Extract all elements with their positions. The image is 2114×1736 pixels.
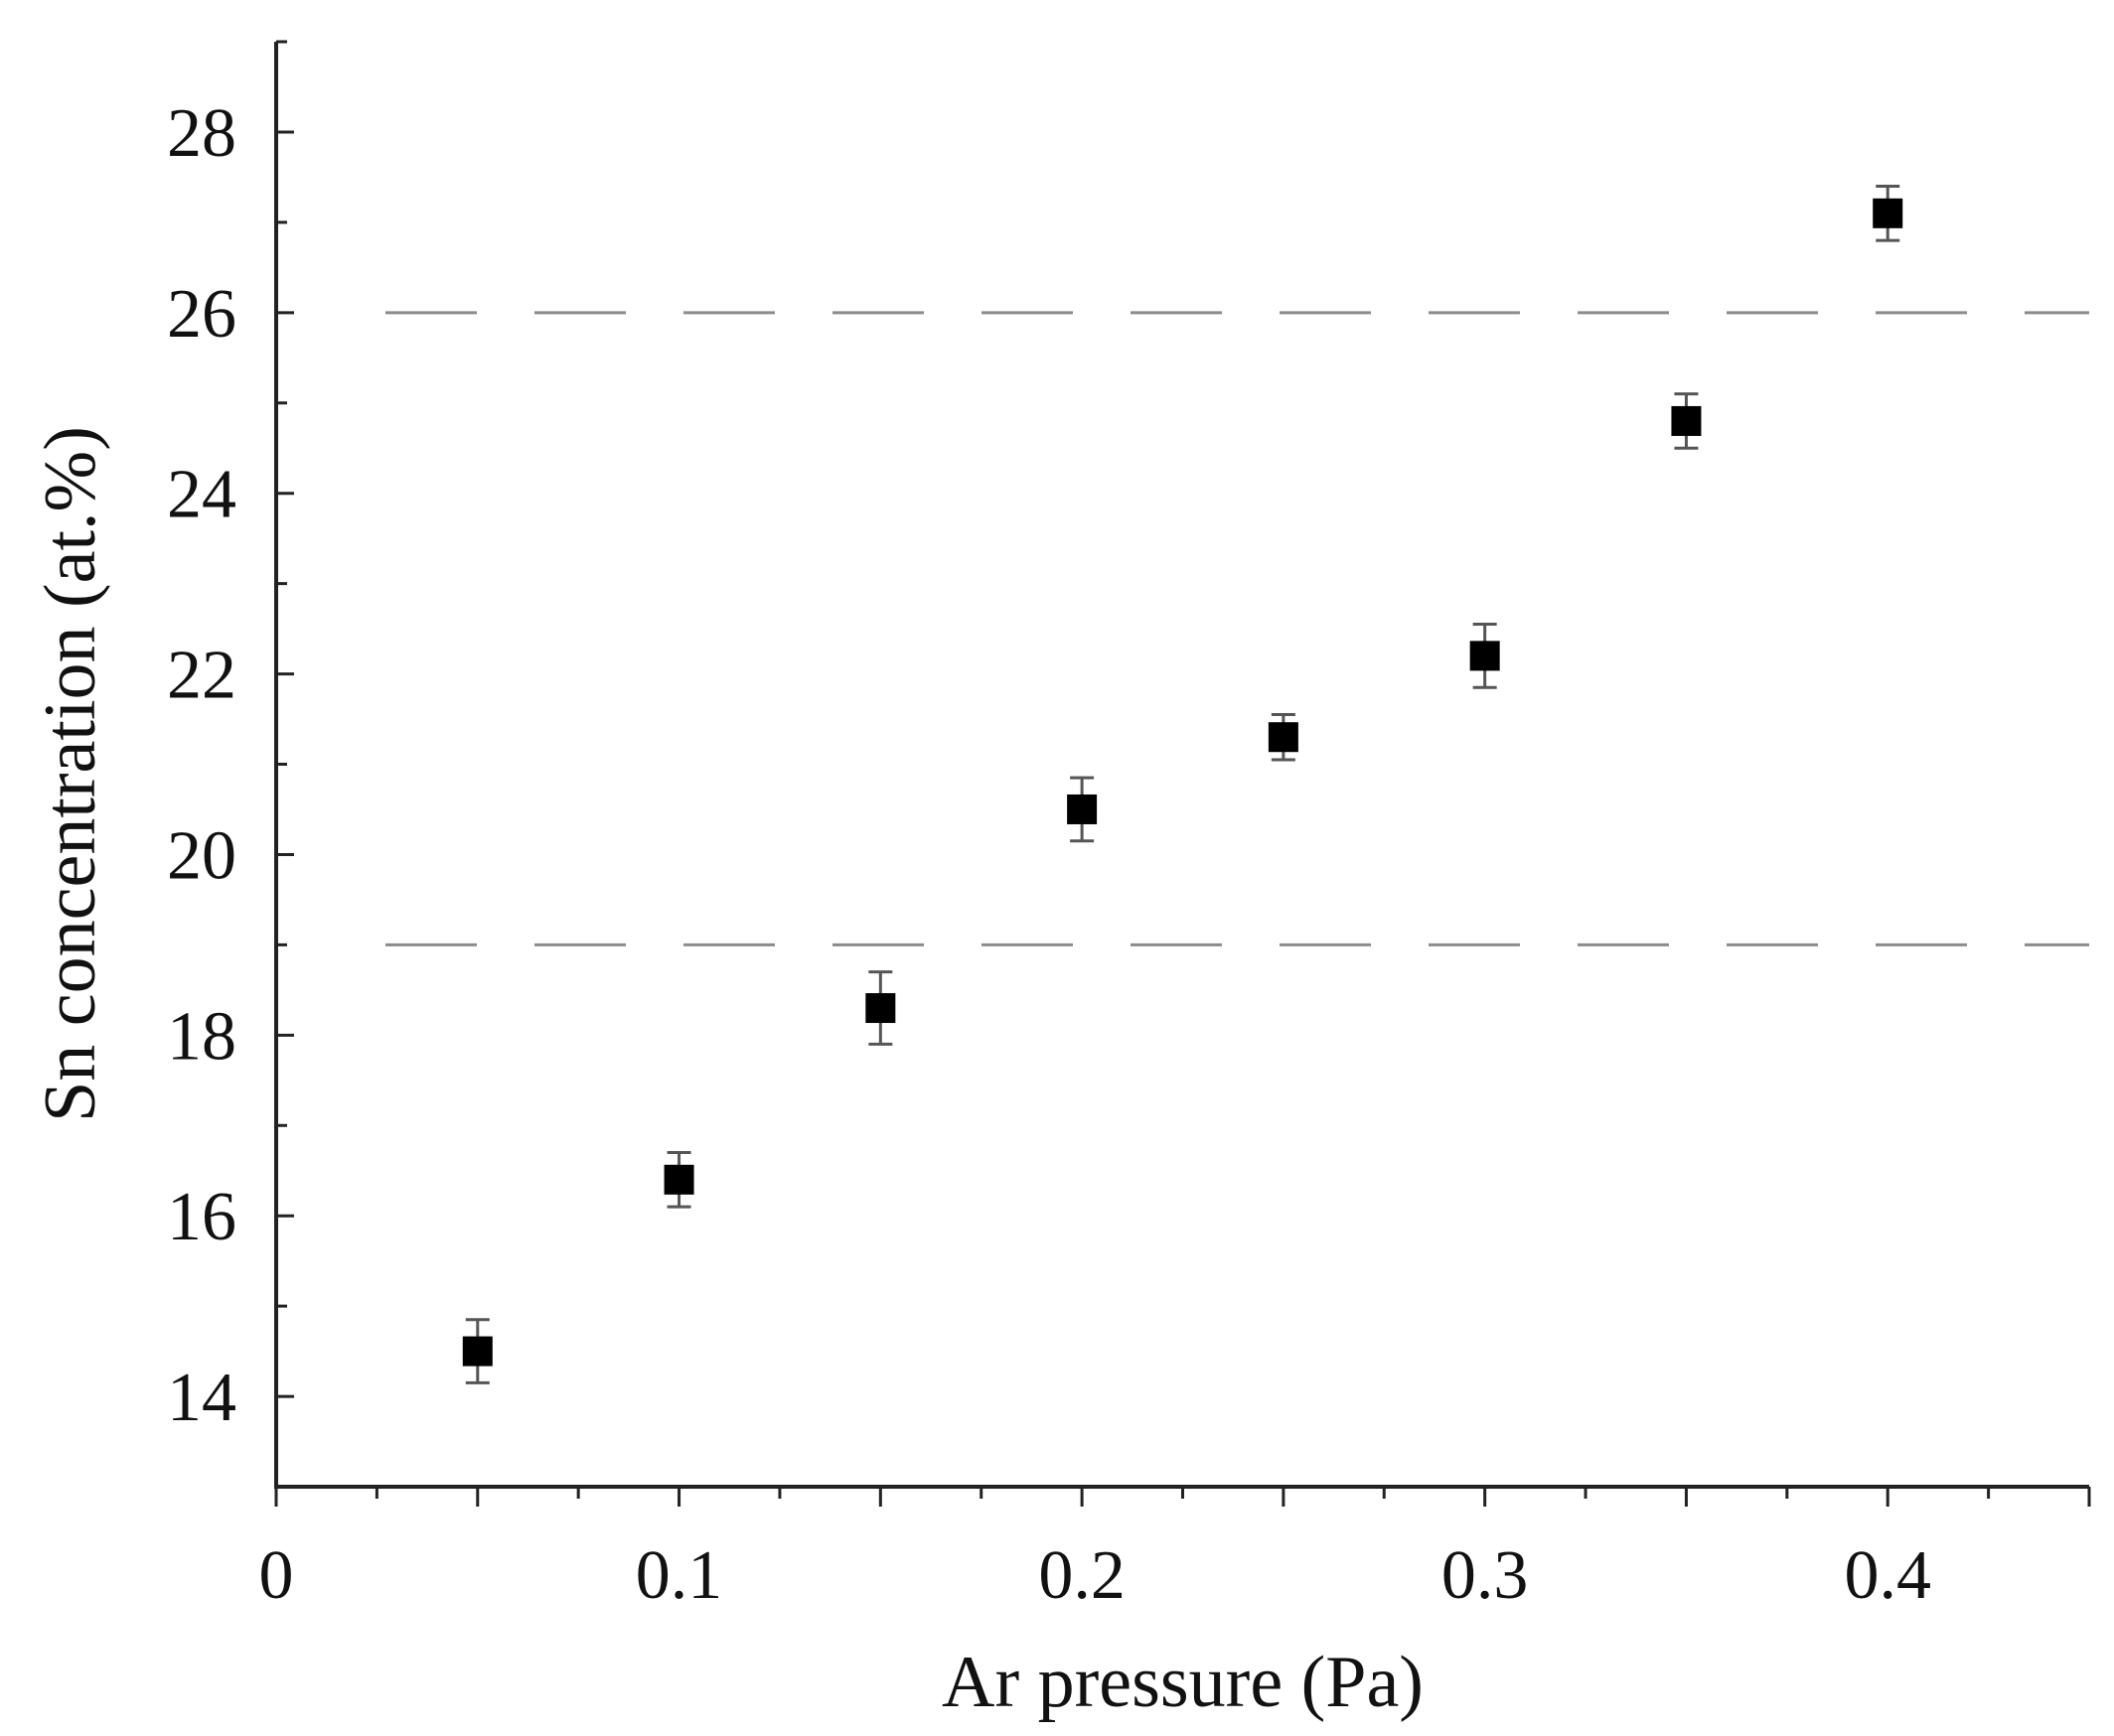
y-tick-label: 28 xyxy=(167,95,236,172)
y-tick-label: 26 xyxy=(167,276,236,353)
square-marker xyxy=(1469,641,1500,671)
reference-lines xyxy=(385,311,2089,946)
data-point xyxy=(1873,185,1903,242)
x-tick-label: 0.1 xyxy=(636,1537,723,1614)
square-marker xyxy=(1067,794,1098,824)
square-marker xyxy=(462,1336,493,1367)
data-point xyxy=(1469,623,1500,689)
data-point xyxy=(1671,392,1702,450)
y-axis-title: Sn concentration (at.%) xyxy=(30,426,111,1122)
data-point xyxy=(865,970,896,1046)
x-tick-label: 0.2 xyxy=(1038,1537,1126,1614)
y-tick-label: 16 xyxy=(167,1179,236,1255)
y-tick-label: 22 xyxy=(167,638,236,714)
square-marker xyxy=(865,993,896,1024)
data-point xyxy=(1067,776,1098,843)
data-point xyxy=(1268,712,1298,762)
x-axis-title: Ar pressure (Pa) xyxy=(942,1642,1424,1723)
data-points xyxy=(462,185,1903,1384)
square-marker xyxy=(664,1164,694,1195)
data-point xyxy=(462,1318,493,1384)
data-point xyxy=(664,1151,694,1209)
x-tick-label: 0 xyxy=(259,1537,294,1614)
y-tick-label: 20 xyxy=(167,817,236,894)
y-tick-label: 18 xyxy=(167,998,236,1075)
square-marker xyxy=(1671,405,1702,436)
square-marker xyxy=(1873,198,1903,228)
x-tick-label: 0.3 xyxy=(1441,1537,1529,1614)
y-ticks: 14 16 18 20 22 24 26 28 xyxy=(167,40,294,1489)
x-tick-label: 0.4 xyxy=(1844,1537,1931,1614)
y-tick-label: 14 xyxy=(167,1360,236,1436)
y-tick-label: 24 xyxy=(167,457,236,533)
square-marker xyxy=(1268,722,1298,753)
x-ticks: 0 0.1 0.2 0.3 0.4 xyxy=(259,1487,2091,1614)
axes: 14 16 18 20 22 24 26 28 0 0.1 0.2 0.3 0.4 xyxy=(167,40,2091,1614)
